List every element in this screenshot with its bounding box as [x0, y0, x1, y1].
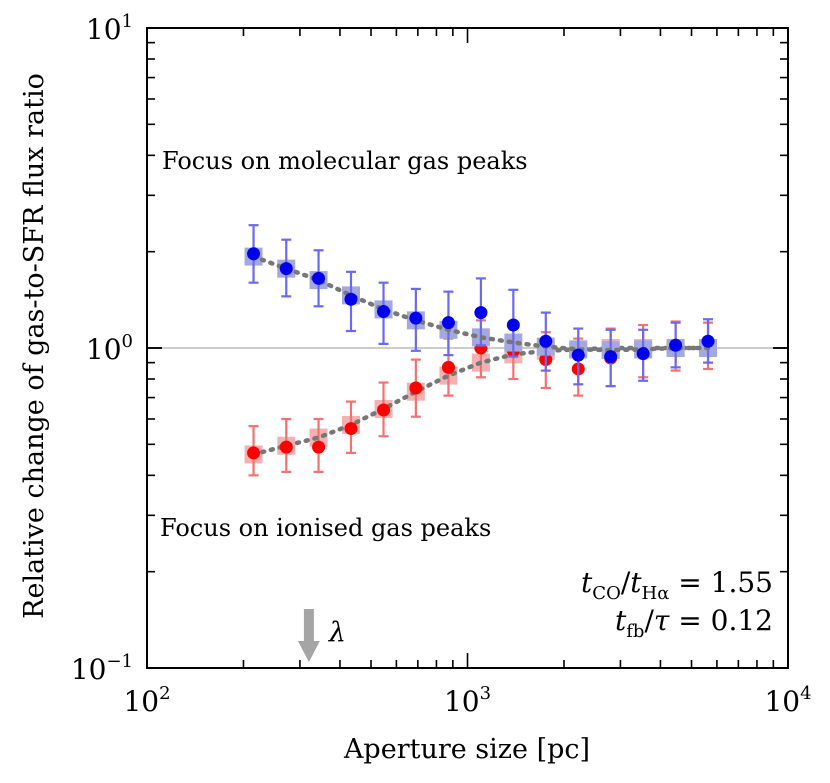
data-point: [279, 440, 293, 454]
data-point: [441, 360, 455, 374]
data-point: [312, 440, 326, 454]
data-point: [409, 311, 423, 325]
data-point: [377, 305, 391, 319]
data-point: [279, 262, 293, 276]
plot-area: [147, 224, 788, 477]
data-point: [669, 338, 683, 352]
data-point: [312, 271, 326, 285]
x-tick-label: 104: [764, 683, 811, 718]
ionised-series-label: Focus on ionised gas peaks: [160, 514, 491, 542]
data-point: [636, 347, 650, 361]
data-point: [701, 334, 715, 348]
molecular-series-label: Focus on molecular gas peaks: [162, 147, 528, 175]
data-point: [571, 348, 585, 362]
x-tick-label: 102: [123, 683, 170, 718]
y-tick-label: 10−1: [71, 651, 133, 686]
parameter-ratio-tfb-tau: tfb/τ = 0.12: [615, 604, 773, 642]
data-point: [344, 292, 358, 306]
data-point: [247, 446, 261, 460]
data-point: [377, 403, 391, 417]
y-tick-label: 100: [86, 331, 133, 366]
lambda-marker: λ: [297, 609, 346, 662]
data-point: [247, 247, 261, 261]
down-arrow-icon: [297, 609, 320, 662]
data-point: [441, 316, 455, 330]
y-tick-label: 101: [86, 11, 133, 46]
model-curve: [251, 254, 711, 353]
parameter-ratio-tCO-tHalpha: tCO/tHα = 1.55: [581, 566, 773, 604]
axis-ticks: 102 103 104 10−1 100 101: [71, 11, 812, 718]
data-point: [409, 381, 423, 395]
molecular-series: [244, 224, 718, 388]
data-point: [344, 422, 358, 436]
data-point: [604, 350, 618, 364]
data-point: [474, 306, 488, 320]
data-point: [506, 318, 520, 332]
lambda-symbol: λ: [328, 617, 346, 648]
x-axis-label: Aperture size [pc]: [343, 734, 590, 765]
x-tick-label: 103: [444, 683, 491, 718]
model-curve: [251, 345, 711, 457]
y-axis-label: Relative change of gas-to-SFR flux ratio: [19, 73, 50, 619]
data-point: [539, 334, 553, 348]
